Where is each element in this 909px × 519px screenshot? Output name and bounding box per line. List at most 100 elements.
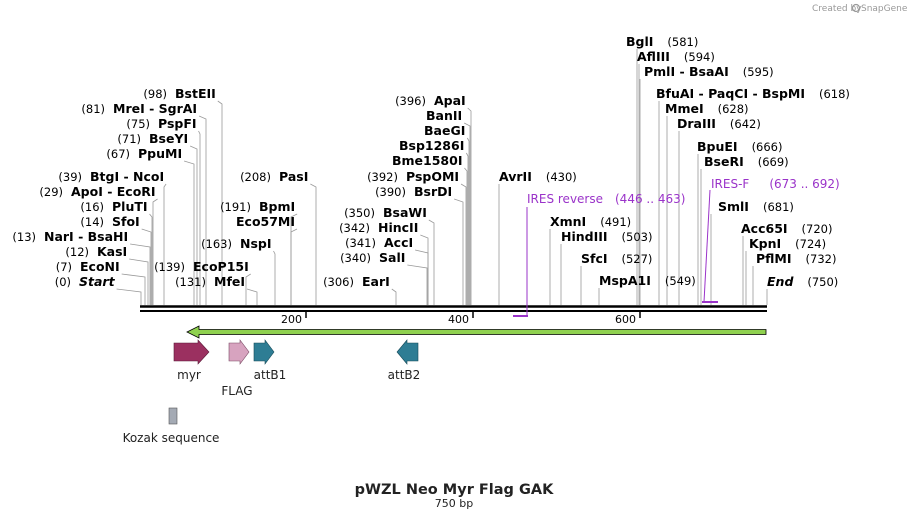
kozak-box-icon	[168, 407, 178, 425]
site-name: HindIII	[561, 229, 608, 244]
site-mfei[interactable]: MfeI (131)	[175, 274, 245, 289]
leader-line-econi	[121, 273, 146, 305]
site-bsawi[interactable]: BsaWI (350)	[344, 205, 427, 220]
feature-attb1[interactable]: attB1	[254, 339, 287, 382]
site-name: EcoNI	[80, 259, 120, 274]
site-hindiii[interactable]: HindIII (503)	[561, 229, 652, 244]
site-hincii[interactable]: HincII (342)	[339, 220, 418, 235]
site-bpmi[interactable]: BpmI (191)	[220, 199, 295, 214]
site-name: DraIII	[677, 116, 716, 131]
primer-ires-reverse[interactable]: IRES reverse (446 .. 463)	[513, 192, 685, 317]
site-afliii[interactable]: AflIII (594)	[637, 49, 715, 64]
site-sali[interactable]: SalI (340)	[340, 250, 405, 265]
site-acc65i[interactable]: Acc65I (720)	[741, 221, 832, 236]
site-ppumi[interactable]: PpuMI (67)	[106, 146, 182, 161]
site-position: (669)	[758, 155, 789, 169]
site-name: PluTI	[112, 199, 148, 214]
site-position: (549)	[665, 274, 696, 288]
site-start[interactable]: Start (0)	[55, 274, 116, 289]
site-eco57mi[interactable]: Eco57MI	[236, 214, 295, 229]
site-avrii[interactable]: AvrII (430)	[499, 169, 577, 184]
site-position: (396)	[395, 94, 426, 108]
leader-line-mrei-sgrai	[198, 115, 207, 305]
site-name: PspOMI	[406, 169, 459, 184]
primer-ires-f[interactable]: IRES-F (673 .. 692)	[702, 177, 840, 303]
site-ecop15i[interactable]: EcoP15I (139)	[154, 259, 249, 274]
site-bsp1286i[interactable]: Bsp1286I	[399, 138, 464, 153]
site-pmli-bsaai[interactable]: PmlI - BsaAI (595)	[644, 64, 774, 79]
site-name: SmlI	[718, 199, 749, 214]
leader-line-bpmi	[290, 213, 298, 305]
site-kpni[interactable]: KpnI (724)	[749, 236, 826, 251]
site-nari-bsahi[interactable]: NarI - BsaHI (13)	[12, 229, 128, 244]
site-btgi-ncoi[interactable]: BtgI - NcoI (39)	[58, 169, 164, 184]
site-position: (13)	[12, 230, 36, 244]
feature-attb2[interactable]: attB2	[388, 339, 421, 382]
site-bgli[interactable]: BglI (581)	[626, 34, 698, 49]
site-econi[interactable]: EcoNI (7)	[56, 259, 120, 274]
site-position: (350)	[344, 206, 375, 220]
site-xmni[interactable]: XmnI (491)	[550, 214, 631, 229]
site-position: (628)	[718, 102, 749, 116]
site-mmei[interactable]: MmeI (628)	[665, 101, 749, 116]
site-banii[interactable]: BanII	[426, 108, 462, 123]
orf-arrow[interactable]	[186, 325, 767, 339]
site-mspa1i[interactable]: MspA1I (549)	[599, 273, 696, 288]
site-kasi[interactable]: KasI (12)	[65, 244, 127, 259]
site-mrei-sgrai[interactable]: MreI - SgrAI (81)	[81, 101, 197, 116]
site-name: KpnI	[749, 236, 781, 251]
site-bsrdi[interactable]: BsrDI (390)	[375, 184, 452, 199]
feature-kozak[interactable]: Kozak sequence	[123, 407, 220, 445]
site-apai[interactable]: ApaI (396)	[395, 93, 466, 108]
site-draiii[interactable]: DraIII (642)	[677, 116, 761, 131]
site-pspomi[interactable]: PspOMI (392)	[367, 169, 459, 184]
site-apoi-ecori[interactable]: ApoI - EcoRI (29)	[39, 184, 155, 199]
feature-myr[interactable]: myr	[173, 339, 210, 382]
site-name: ApoI - EcoRI	[71, 184, 156, 199]
site-bme1580i[interactable]: Bme1580I	[392, 153, 462, 168]
site-position: (594)	[684, 50, 715, 64]
site-smli[interactable]: SmlI (681)	[718, 199, 794, 214]
sequence-backbone	[140, 305, 767, 312]
site-baegi[interactable]: BaeGI	[424, 123, 465, 138]
leader-line-nari-bsahi	[130, 243, 151, 305]
leader-line-btgi-ncoi	[163, 183, 167, 305]
site-acci[interactable]: AccI (341)	[345, 235, 413, 250]
site-position: (75)	[126, 117, 150, 131]
ires-f-leader	[703, 189, 711, 303]
site-position: (12)	[65, 245, 89, 259]
site-pflmi[interactable]: PflMI (732)	[756, 251, 836, 266]
site-name: KasI	[97, 244, 127, 259]
site-nspi[interactable]: NspI (163)	[201, 236, 271, 251]
site-pluti[interactable]: PluTI (16)	[80, 199, 147, 214]
site-position: (666)	[752, 140, 783, 154]
site-pspfi[interactable]: PspFI (75)	[126, 116, 196, 131]
site-position: (581)	[667, 35, 698, 49]
ruler-label-600: 600	[615, 313, 636, 326]
site-bfuai-paqci-bspmi[interactable]: BfuAI - PaqCI - BspMI (618)	[656, 86, 850, 101]
flag-arrow-icon	[228, 339, 250, 365]
site-bsteii[interactable]: BstEII (98)	[143, 86, 215, 101]
leader-line-bsawi	[428, 219, 435, 305]
leader-line-baegi	[467, 137, 470, 305]
leader-line-banii	[463, 122, 471, 305]
site-bseri[interactable]: BseRI (669)	[704, 154, 789, 169]
ruler: 200 400 600	[281, 311, 641, 326]
site-end[interactable]: End (750)	[767, 274, 838, 289]
site-name: BstEII	[175, 86, 216, 101]
site-bseyi[interactable]: BseYI (71)	[117, 131, 188, 146]
site-leader-lines	[116, 49, 768, 305]
leader-line-kasi	[129, 258, 149, 305]
feature-flag[interactable]: FLAG	[221, 339, 253, 398]
site-sfci[interactable]: SfcI (527)	[581, 251, 652, 266]
site-pasi[interactable]: PasI (208)	[240, 169, 308, 184]
site-sfoi[interactable]: SfoI (14)	[80, 214, 139, 229]
site-eari[interactable]: EarI (306)	[323, 274, 390, 289]
ruler-label-400: 400	[448, 313, 469, 326]
site-position: (29)	[39, 185, 63, 199]
site-name: NspI	[240, 236, 272, 251]
site-name: BpuEI	[697, 139, 738, 154]
site-bpuei[interactable]: BpuEI (666)	[697, 139, 783, 154]
site-name: NarI - BsaHI	[44, 229, 128, 244]
site-position: (392)	[367, 170, 398, 184]
